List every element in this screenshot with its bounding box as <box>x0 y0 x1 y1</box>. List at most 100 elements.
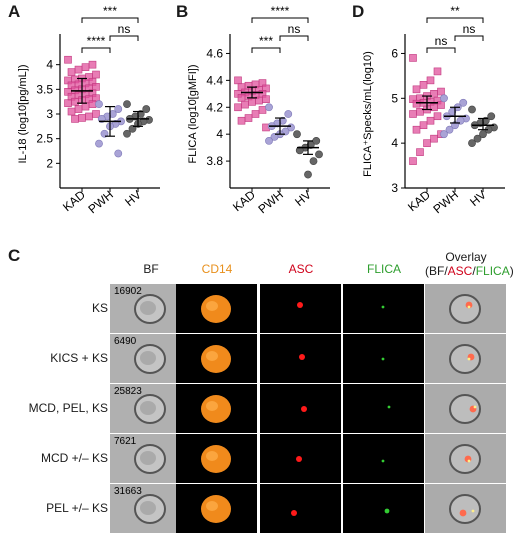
data-point <box>244 114 253 122</box>
row-label: MCD +/– KS <box>40 451 108 465</box>
data-point <box>88 100 97 108</box>
data-point <box>440 94 448 103</box>
data-point <box>304 170 312 179</box>
data-point <box>412 99 421 108</box>
overlay-part: / <box>472 264 476 278</box>
data-point <box>315 150 323 159</box>
x-tick-label: KAD <box>405 187 433 214</box>
data-point <box>71 97 79 106</box>
significance-bracket <box>251 47 281 53</box>
x-tick-label: PWH <box>85 188 115 217</box>
data-point <box>142 105 151 113</box>
significance-bracket <box>426 47 456 53</box>
overlay-part: FLICA <box>475 264 510 278</box>
significance-bracket <box>426 17 484 23</box>
overlay-part: (BF/ <box>425 264 448 278</box>
significance-label: **** <box>87 34 106 48</box>
significance-label: ** <box>450 4 460 18</box>
data-point <box>251 110 260 118</box>
data-point <box>284 110 293 118</box>
data-point <box>71 115 79 123</box>
data-point <box>409 54 417 62</box>
significance-label: ns <box>118 22 131 36</box>
data-point <box>437 101 445 109</box>
x-tick-label: HV <box>122 188 144 209</box>
data-point <box>241 100 249 109</box>
data-point <box>114 105 123 113</box>
data-point <box>426 76 435 85</box>
y-axis-label: FLICA⁺Specks/mL(log10) <box>362 51 374 177</box>
x-tick-label: HV <box>467 188 489 209</box>
significance-bracket <box>454 35 484 41</box>
significance-label: *** <box>259 34 273 48</box>
panel-letter-a: A <box>8 2 21 21</box>
data-point <box>437 87 445 96</box>
overlay-image <box>425 384 506 433</box>
x-tick-label: PWH <box>255 188 285 217</box>
data-point <box>487 112 496 121</box>
event-id: 31663 <box>114 486 142 497</box>
data-point <box>85 112 93 121</box>
event-id: 7621 <box>114 436 137 447</box>
data-point <box>88 60 97 69</box>
event-id: 25823 <box>114 386 142 397</box>
x-tick-label: KAD <box>60 187 88 214</box>
asc-image <box>260 334 341 383</box>
data-point <box>309 157 318 165</box>
overlay-part: ) <box>509 264 514 278</box>
data-point <box>92 83 100 91</box>
data-point <box>248 98 256 106</box>
y-tick-label: 3.5 <box>36 82 53 96</box>
cd14-image <box>176 334 257 383</box>
data-point <box>64 99 72 107</box>
data-point <box>295 146 304 155</box>
cd14-image <box>176 434 257 483</box>
data-point <box>426 116 435 125</box>
y-tick-label: 4.6 <box>206 46 223 60</box>
data-point <box>74 105 83 113</box>
y-tick-label: 3 <box>46 107 53 121</box>
flica-image <box>343 334 424 383</box>
row-label: MCD, PEL, KS <box>28 401 108 415</box>
row-label: KICS + KS <box>50 351 108 365</box>
data-point <box>92 110 100 118</box>
data-point <box>74 65 83 74</box>
data-point <box>128 124 137 133</box>
data-point <box>293 130 301 139</box>
panel-letter-d: D <box>352 2 365 21</box>
data-point <box>123 129 131 138</box>
data-point <box>234 76 242 85</box>
cd14-image <box>176 284 257 333</box>
y-axis-label: IL-18 (log10[pg/mL]) <box>17 64 29 163</box>
y-tick-label: 4 <box>46 58 53 72</box>
significance-label: ns <box>288 22 301 36</box>
x-tick-label: PWH <box>430 188 460 217</box>
data-point <box>448 107 457 116</box>
row-label: KS <box>91 301 108 315</box>
data-point <box>409 110 417 118</box>
data-point <box>445 125 454 134</box>
data-point <box>67 107 76 116</box>
y-tick-label: 2 <box>46 156 53 170</box>
data-point <box>78 114 86 122</box>
overlay-image <box>425 434 506 483</box>
y-tick-label: 3.8 <box>206 154 223 168</box>
significance-bracket <box>251 17 309 23</box>
data-point <box>430 134 438 143</box>
data-point <box>95 139 103 148</box>
x-tick-label: HV <box>292 188 314 209</box>
significance-bracket <box>109 35 139 41</box>
asc-image <box>260 284 341 333</box>
data-point <box>81 102 90 111</box>
overlay-image <box>425 334 506 383</box>
significance-label: ns <box>463 22 476 36</box>
data-point <box>67 68 76 76</box>
flica-image <box>343 484 424 533</box>
data-point <box>270 132 279 141</box>
data-point <box>423 139 431 147</box>
significance-label: *** <box>103 4 117 18</box>
data-point <box>265 137 273 145</box>
data-point <box>237 116 246 125</box>
